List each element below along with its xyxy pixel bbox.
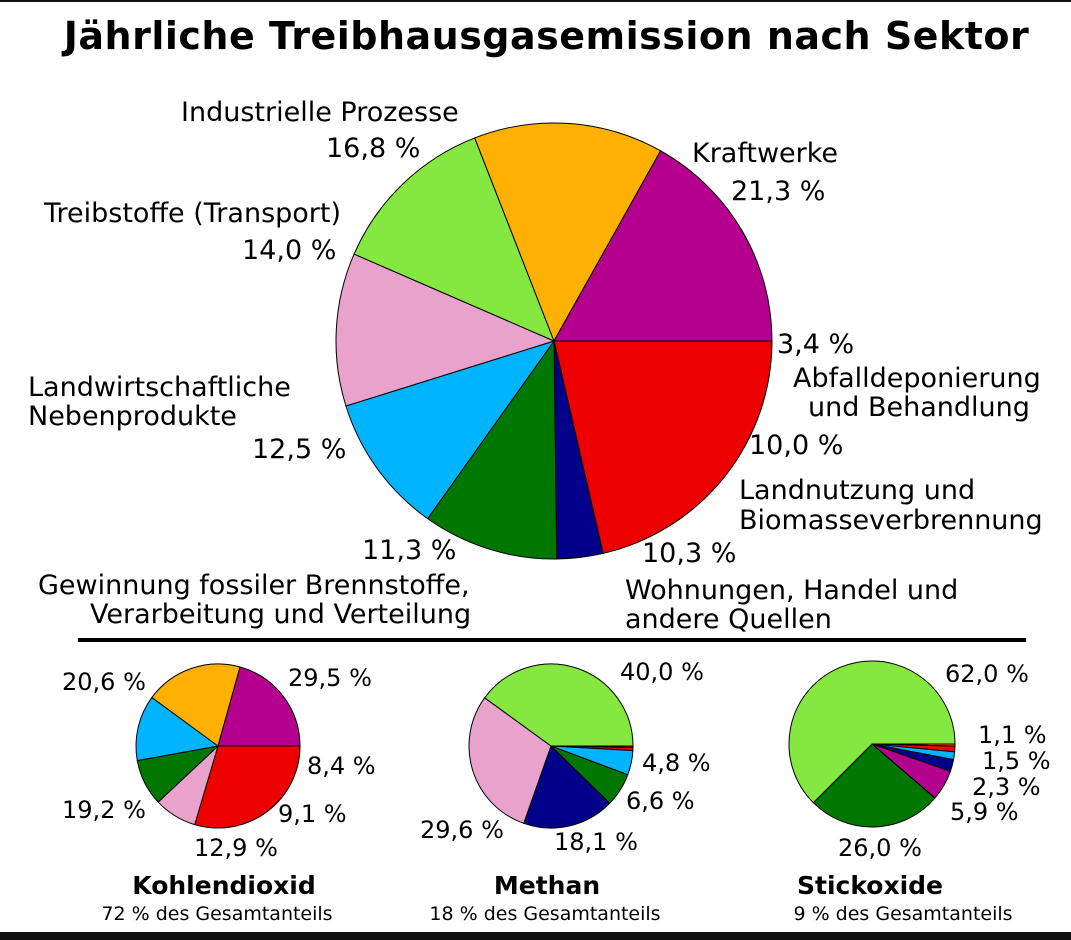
methane-pie: [468, 663, 634, 829]
main-slice-residential: [345, 340, 556, 520]
legend-waste-1: Abfalldeponierung: [793, 363, 1041, 394]
legend-fossil-2: Verarbeitung und Verteilung: [90, 599, 471, 630]
co2-slice-transport: [151, 663, 241, 747]
legend-agri-2: Nebenprodukte: [28, 401, 237, 432]
co2-value-residential: 12,9 %: [194, 834, 278, 862]
value-agri: 12,5 %: [252, 434, 346, 465]
methane-slice-agri: [483, 663, 634, 747]
nox-title: Stickoxide: [797, 871, 943, 900]
value-industry: 16,8 %: [326, 133, 420, 164]
co2-value-power: 29,5 %: [288, 664, 372, 692]
value-transport: 14,0 %: [242, 235, 336, 266]
methane-slice-waste: [523, 745, 611, 829]
nox-pie: [788, 660, 956, 828]
main-slice-power: [553, 340, 773, 555]
co2-slice-power: [194, 745, 301, 829]
main-pie: [335, 122, 773, 560]
nox-value-residential: 1,5 %: [982, 747, 1051, 775]
legend-industry: Industrielle Prozesse: [181, 97, 459, 128]
nox-subtitle: 9 % des Gesamtanteils: [793, 903, 1012, 925]
nox-value-waste: 2,3 %: [972, 773, 1041, 801]
main-slice-agri: [353, 137, 555, 342]
methane-title: Methan: [494, 871, 600, 900]
nox-slice-agri: [788, 660, 956, 804]
co2-pie: [135, 663, 301, 829]
value-power: 21,3 %: [731, 176, 825, 207]
legend-landuse-1: Landnutzung und: [739, 475, 975, 506]
nox-value-landuse: 26,0 %: [838, 834, 922, 862]
legend-power: Kraftwerke: [692, 138, 838, 169]
methane-value-residential: 4,8 %: [642, 749, 711, 777]
co2-subtitle: 72 % des Gesamtanteils: [101, 903, 332, 925]
value-residential: 10,3 %: [642, 538, 736, 569]
methane-value-agri: 40,0 %: [620, 658, 704, 686]
methane-value-fossil: 29,6 %: [420, 816, 504, 844]
nox-value-agri: 62,0 %: [945, 660, 1029, 688]
methane-value-waste: 18,1 %: [554, 828, 638, 856]
legend-agri-1: Landwirtschaftliche: [28, 372, 291, 403]
methane-slice-fossil: [468, 697, 552, 824]
legend-fossil-1: Gewinnung fossiler Brennstoffe,: [38, 570, 470, 601]
methane-value-landuse: 6,6 %: [626, 787, 695, 815]
legend-transport: Treibstoffe (Transport): [43, 198, 341, 229]
bottom-border: [0, 932, 1071, 940]
methane-subtitle: 18 % des Gesamtanteils: [429, 903, 660, 925]
co2-slice-residential: [135, 696, 220, 762]
legend-waste-2: und Behandlung: [808, 392, 1030, 423]
legend-landuse-2: Biomasseverbrennung: [739, 505, 1043, 536]
co2-title: Kohlendioxid: [132, 871, 315, 900]
value-fossil: 11,3 %: [362, 535, 456, 566]
co2-value-transport: 19,2 %: [62, 796, 146, 824]
nox-value-power: 1,1 %: [978, 721, 1047, 749]
legend-residential-1: Wohnungen, Handel und: [625, 575, 958, 606]
value-landuse: 10,0 %: [749, 430, 843, 461]
nox-value-industry: 5,9 %: [950, 798, 1019, 826]
co2-slice-industry: [217, 666, 301, 747]
main-slice-landuse: [426, 339, 558, 560]
co2-value-fossil: 8,4 %: [307, 752, 376, 780]
main-slice-transport: [474, 122, 662, 343]
chart-title: Jährliche Treibhausgasemission nach Sekt…: [63, 14, 1030, 58]
nox-slice-landuse: [812, 743, 936, 828]
main-slice-industry: [553, 150, 773, 342]
legend-residential-2: andere Quellen: [625, 604, 832, 635]
co2-value-landuse: 9,1 %: [278, 800, 347, 828]
main-slice-fossil: [335, 253, 556, 407]
co2-value-industry: 20,6 %: [62, 668, 146, 696]
value-waste: 3,4 %: [777, 329, 854, 360]
top-border: [0, 0, 1071, 2]
